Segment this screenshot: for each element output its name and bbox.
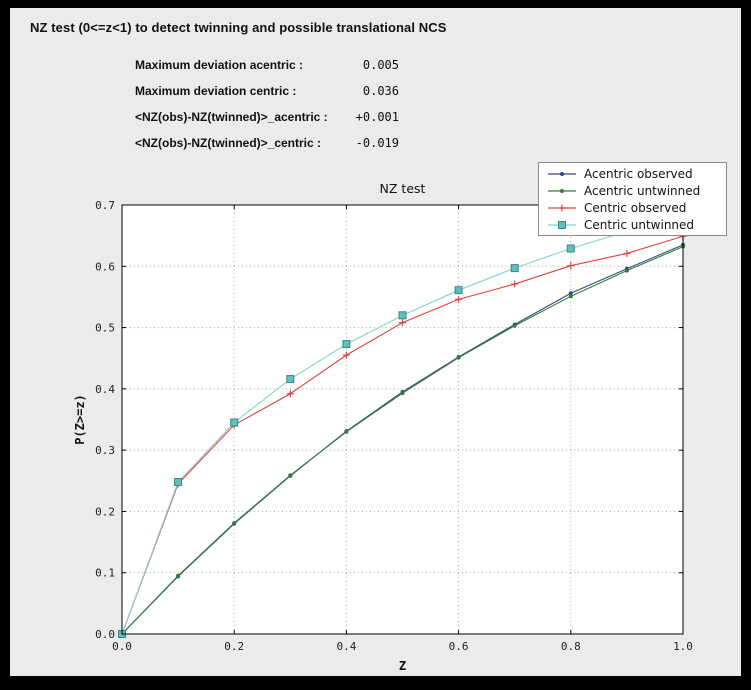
marker-plus <box>342 351 350 359</box>
marker-plus <box>511 280 519 288</box>
marker-dot <box>456 355 461 360</box>
x-tick-label: 0.2 <box>224 640 244 653</box>
marker-dot <box>344 429 349 434</box>
marker-dot <box>568 294 573 299</box>
y-tick-label: 0.2 <box>95 505 115 518</box>
nz-test-chart: 0.0 0.2 0.4 0.6 0.8 1.0 0.0 0.1 0.2 0.3 0.4 0.5 0.6 0… <box>73 181 693 673</box>
legend-item-2: Centric observed <box>539 199 726 216</box>
y-tick-label: 0.4 <box>95 383 115 396</box>
x-tick-label: 0.6 <box>449 640 469 653</box>
marker-square <box>454 286 463 295</box>
marker-plus <box>455 295 463 303</box>
marker-dot <box>568 291 573 296</box>
stats-block: Maximum deviation acentric : 0.005 Maxim… <box>135 52 399 156</box>
legend-label: Centric untwinned <box>584 217 695 232</box>
stat-value: +0.001 <box>355 110 399 124</box>
y-tick-label: 0.3 <box>95 444 115 457</box>
legend-line-sample <box>548 220 576 229</box>
y-tick-label: 0.0 <box>95 628 115 641</box>
stat-label: <NZ(obs)-NZ(twinned)>_centric : <box>135 136 322 150</box>
x-tick-label: 0.0 <box>112 640 132 653</box>
stat-label: Maximum deviation acentric : <box>135 58 304 72</box>
y-axis-label: P(Z>=z) <box>73 394 87 445</box>
legend-line-sample <box>548 188 576 193</box>
stat-label: Maximum deviation centric : <box>135 84 297 98</box>
marker-square <box>286 375 295 384</box>
marker-plus <box>399 319 406 327</box>
stat-value: 0.005 <box>362 58 399 72</box>
x-tick-label: 0.8 <box>561 640 581 653</box>
marker-square <box>230 418 239 427</box>
page-title: NZ test (0<=z<1) to detect twinning and … <box>30 20 447 35</box>
marker-square <box>398 311 407 320</box>
chart-legend: Acentric observed Acentric untwinned Centr… <box>538 162 727 236</box>
legend-line-sample <box>548 171 576 176</box>
stat-label: <NZ(obs)-NZ(twinned)>_acentric : <box>135 110 328 124</box>
marker-square <box>510 264 519 273</box>
stat-row: Maximum deviation centric : 0.036 <box>135 78 399 104</box>
plot-frame <box>121 204 684 635</box>
legend-label: Acentric observed <box>584 166 693 181</box>
stat-row: Maximum deviation acentric : 0.005 <box>135 52 399 78</box>
marker-dot <box>176 573 181 578</box>
marker-square <box>342 340 351 349</box>
stat-value: 0.036 <box>362 84 399 98</box>
stat-value: -0.019 <box>355 136 399 150</box>
legend-label: Centric observed <box>584 200 687 215</box>
marker-dot <box>288 473 293 478</box>
window-panel: NZ test (0<=z<1) to detect twinning and … <box>10 8 741 676</box>
stat-row: <NZ(obs)-NZ(twinned)>_centric : -0.019 <box>135 130 399 156</box>
x-tick-label: 1.0 <box>673 640 693 653</box>
marker-dot <box>232 521 237 526</box>
marker-square <box>174 478 183 487</box>
legend-item-3: Centric untwinned <box>539 216 726 233</box>
y-tick-label: 0.5 <box>95 322 115 335</box>
marker-plus <box>286 390 294 398</box>
y-tick-label: 0.6 <box>95 260 115 273</box>
marker-plus <box>623 249 631 257</box>
y-tick-label: 0.1 <box>95 567 115 580</box>
marker-dot <box>624 268 629 273</box>
chart-title: NZ test <box>380 181 426 196</box>
legend-item-1: Acentric untwinned <box>539 182 726 199</box>
marker-dot <box>400 391 405 396</box>
marker-dot <box>512 323 517 328</box>
x-axis-label: Z <box>399 659 406 673</box>
plot-background <box>122 205 683 634</box>
legend-label: Acentric untwinned <box>584 183 701 198</box>
legend-line-sample <box>548 204 576 211</box>
marker-square <box>566 244 575 253</box>
stat-row: <NZ(obs)-NZ(twinned)>_acentric : +0.001 <box>135 104 399 130</box>
y-tick-label: 0.7 <box>95 199 115 212</box>
marker-plus <box>567 262 575 270</box>
legend-item-0: Acentric observed <box>539 165 726 182</box>
x-tick-label: 0.4 <box>336 640 356 653</box>
